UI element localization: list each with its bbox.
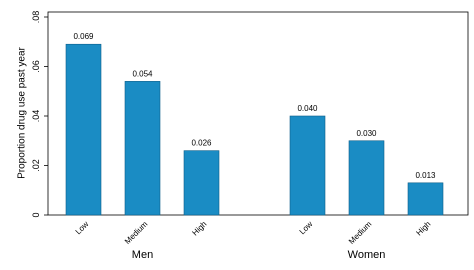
group-label: Men (132, 249, 153, 261)
y-tick-label: .04 (31, 110, 41, 123)
y-tick-label: .08 (31, 11, 41, 24)
bar (407, 182, 444, 216)
bar (65, 43, 102, 216)
value-label: 0.040 (297, 104, 318, 113)
y-axis-label: Proportion drug use past year (17, 46, 28, 178)
bar (183, 150, 220, 216)
bar (289, 115, 326, 216)
y-tick-label: 0 (31, 212, 41, 217)
value-label: 0.030 (356, 129, 377, 138)
y-tick-label: .02 (31, 159, 41, 172)
group-label: Women (348, 249, 386, 261)
bar (124, 81, 161, 216)
value-label: 0.054 (132, 69, 153, 78)
value-label: 0.069 (73, 32, 94, 41)
plot-frame (47, 11, 469, 216)
bar (348, 140, 385, 216)
value-label: 0.026 (191, 139, 212, 148)
value-label: 0.013 (415, 171, 436, 180)
y-tick-label: .06 (31, 60, 41, 73)
